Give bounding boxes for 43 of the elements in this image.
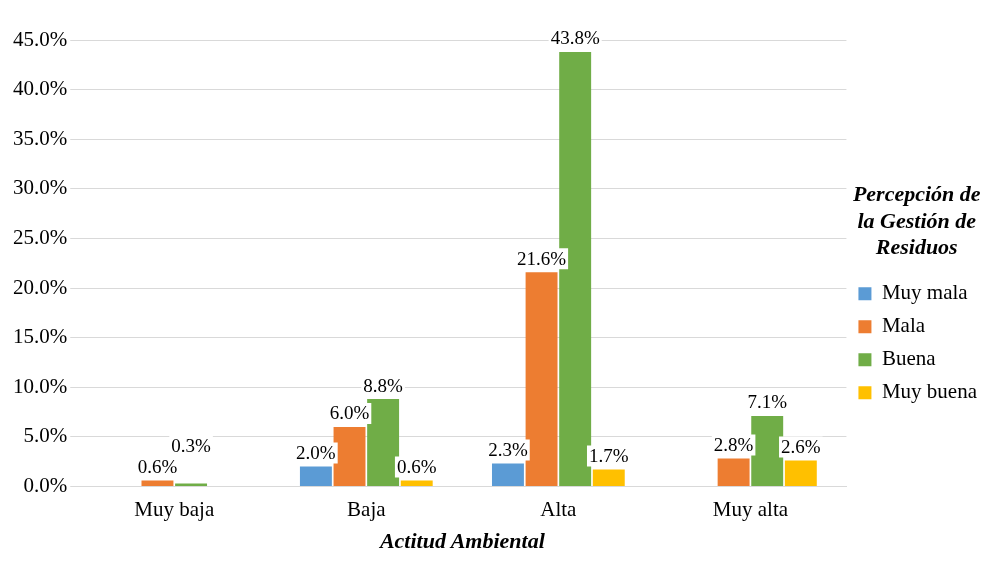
legend-title: Percepción de la Gestión de Residuos [851,181,981,260]
data-label: 2.6% [781,436,821,458]
bar [299,466,332,486]
bar [717,458,750,486]
y-tick-label: 15.0% [12,324,68,349]
data-label: 6.0% [329,402,370,424]
x-axis-title: Actitud Ambiental [377,528,546,554]
y-tick-label: 30.0% [12,175,68,200]
y-tick-label: 40.0% [12,76,68,101]
data-label: 1.7% [588,445,629,467]
legend-label: Muy buena [881,379,978,404]
y-tick-label: 25.0% [12,224,68,249]
data-label: 0.3% [171,434,212,456]
x-tick-label: Alta [540,496,578,521]
bar [141,480,174,486]
data-label: 0.6% [396,455,437,477]
data-label: 43.8% [550,27,600,49]
x-tick-label: Baja [347,496,387,521]
x-tick-label: Muy alta [712,496,789,521]
data-label: 21.6% [517,247,567,269]
bar [400,480,433,486]
bar [491,463,524,486]
y-tick-label: 0.0% [23,472,68,497]
legend-label: Muy mala [881,280,969,305]
bar [333,426,366,486]
y-tick-label: 45.0% [12,26,68,51]
y-tick-label: 35.0% [12,125,68,150]
bar [784,460,817,486]
legend-label: Mala [881,313,926,338]
legend-label: Buena [881,346,937,371]
data-label: 2.8% [713,434,754,456]
y-tick-label: 20.0% [12,274,68,299]
bar [592,469,625,486]
y-tick-label: 5.0% [23,423,68,448]
data-label: 0.6% [137,455,178,477]
bar [525,272,558,486]
data-label: 7.1% [747,391,788,413]
data-label: 2.0% [296,442,336,464]
data-label: 8.8% [363,374,404,396]
bar [175,483,208,486]
y-tick-label: 10.0% [12,373,68,398]
x-tick-label: Muy baja [134,496,215,521]
data-label: 2.3% [488,439,528,461]
